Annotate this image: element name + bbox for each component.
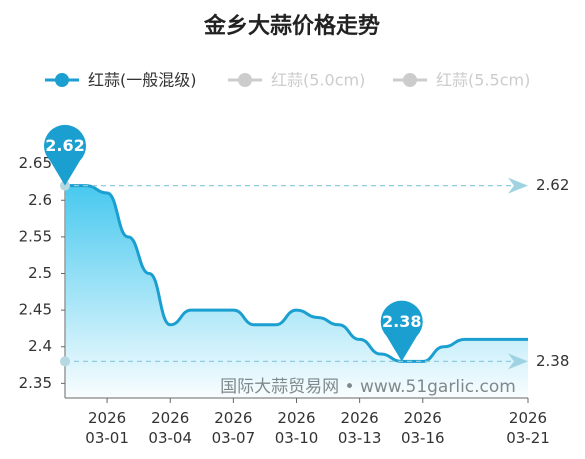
chart-title: 金乡大蒜价格走势 [203, 13, 380, 39]
x-tick-label: 2026 03-10 [275, 409, 319, 447]
line [65, 184, 528, 363]
mark-pin-label: 2.38 [382, 312, 421, 331]
mark-pin-label: 2.62 [45, 136, 84, 155]
mark-pin [380, 300, 423, 362]
y-tick-label: 2.4 [28, 337, 52, 355]
x-tick-label: 2026 03-13 [338, 409, 382, 447]
mark-pin [44, 124, 86, 186]
legend-item[interactable]: 红蒜(一般混级) [45, 71, 197, 90]
legend-label: 红蒜(5.0cm) [271, 71, 365, 90]
x-tick-label: 2026 03-04 [148, 409, 192, 447]
y-tick-label: 2.55 [19, 227, 52, 245]
x-tick-label: 2026 03-21 [506, 409, 550, 447]
mark-start [60, 356, 70, 367]
mark-line-label: 2.62 [536, 176, 569, 194]
mark-arrow [508, 177, 528, 194]
legend-item[interactable]: 红蒜(5.0cm) [228, 71, 365, 90]
area [65, 185, 528, 398]
x-tick-label: 2026 03-07 [212, 409, 256, 447]
legend-dot [238, 73, 252, 87]
y-tick-label: 2.45 [19, 301, 52, 319]
x-tick-label: 2026 03-16 [401, 409, 445, 447]
legend-label: 红蒜(一般混级) [88, 71, 197, 90]
mark-line-label: 2.38 [536, 352, 569, 370]
legend-item[interactable]: 红蒜(5.5cm) [393, 71, 530, 90]
legend-dot [403, 73, 417, 87]
y-tick-label: 2.6 [28, 191, 52, 209]
y-tick-label: 2.65 [19, 154, 52, 172]
x-tick-label: 2026 03-01 [85, 409, 129, 447]
legend-label: 红蒜(5.5cm) [436, 71, 530, 90]
y-tick-label: 2.5 [28, 264, 52, 282]
mark-arrow [508, 353, 528, 370]
y-tick-label: 2.35 [19, 374, 52, 392]
legend-dot [55, 73, 69, 87]
